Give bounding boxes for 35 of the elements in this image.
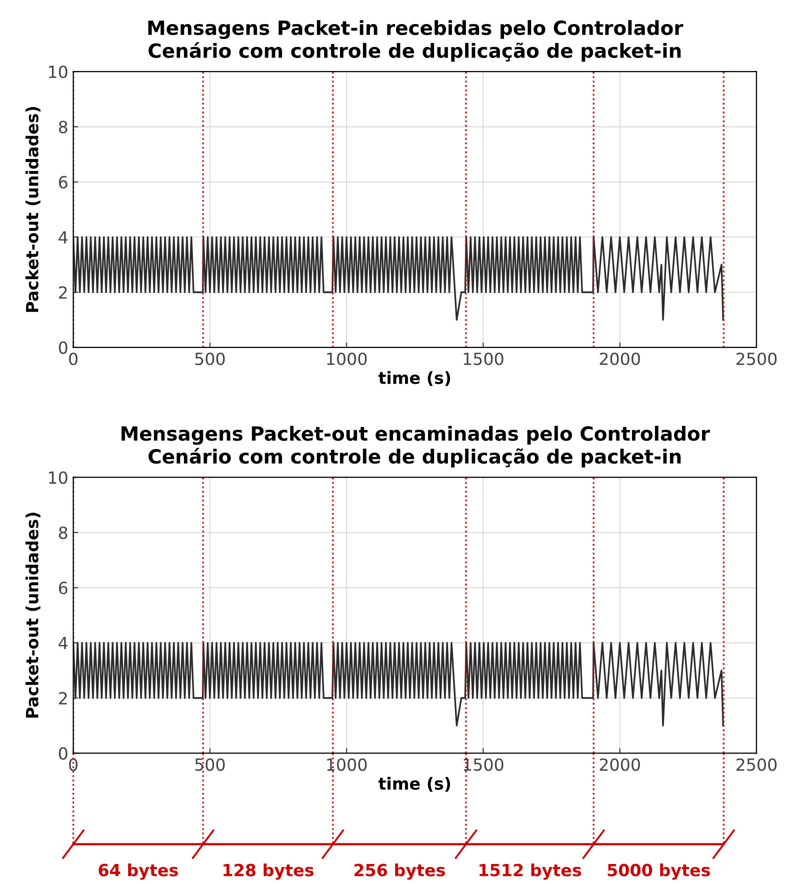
text: 64 bytes <box>98 863 178 880</box>
y-tick-label: 2 <box>59 286 67 299</box>
chart-title: Mensagens Packet-in recebidas pelo Controlador Cenário com controle de duplicação de packet-in <box>148 20 684 62</box>
x-tick-label: 500 <box>195 352 225 366</box>
y-tick-label: 4 <box>58 637 68 650</box>
x-tick-label: 2000 <box>600 758 640 771</box>
y-tick-label: 10 <box>49 471 68 484</box>
x-tick-label: 500 <box>195 758 225 771</box>
text: 128 bytes <box>224 863 314 880</box>
x-tick-label: 0 <box>69 352 78 366</box>
x-tick-label: 1500 <box>464 758 504 771</box>
x-tick-label: 2500 <box>736 352 777 366</box>
y-tick-label: 6 <box>58 582 68 594</box>
x-tick-label: 1500 <box>464 352 504 366</box>
y-axis-title: Packet-out (unidades) <box>26 512 40 718</box>
text: 1512 bytes <box>480 863 582 880</box>
y-tick-label: 0 <box>58 747 68 760</box>
y-tick-label: 0 <box>58 341 68 354</box>
y-tick-label: 10 <box>49 66 68 78</box>
y-axis-title: Packet-out (unidades) <box>26 107 40 312</box>
y-tick-label: 2 <box>59 692 67 704</box>
x-tick-label: 0 <box>69 758 78 771</box>
y-tick-label: 8 <box>58 526 68 540</box>
text: 5000 bytes <box>608 863 710 880</box>
y-tick-label: 8 <box>58 120 68 134</box>
chart-title: Mensagens Packet-out encaminadas pelo Controlador Cenário com controle de duplicação de packet-in <box>122 426 710 468</box>
x-tick-label: 2500 <box>736 758 777 771</box>
x-tick-label: 1000 <box>327 758 367 771</box>
y-tick-label: 4 <box>58 231 68 244</box>
text: 256 bytes <box>354 863 445 880</box>
x-axis-title: time (s) <box>378 776 450 792</box>
x-axis-title: time (s) <box>378 371 450 386</box>
x-tick-label: 1000 <box>327 352 367 366</box>
y-tick-label: 6 <box>58 176 68 188</box>
x-tick-label: 2000 <box>600 352 640 366</box>
